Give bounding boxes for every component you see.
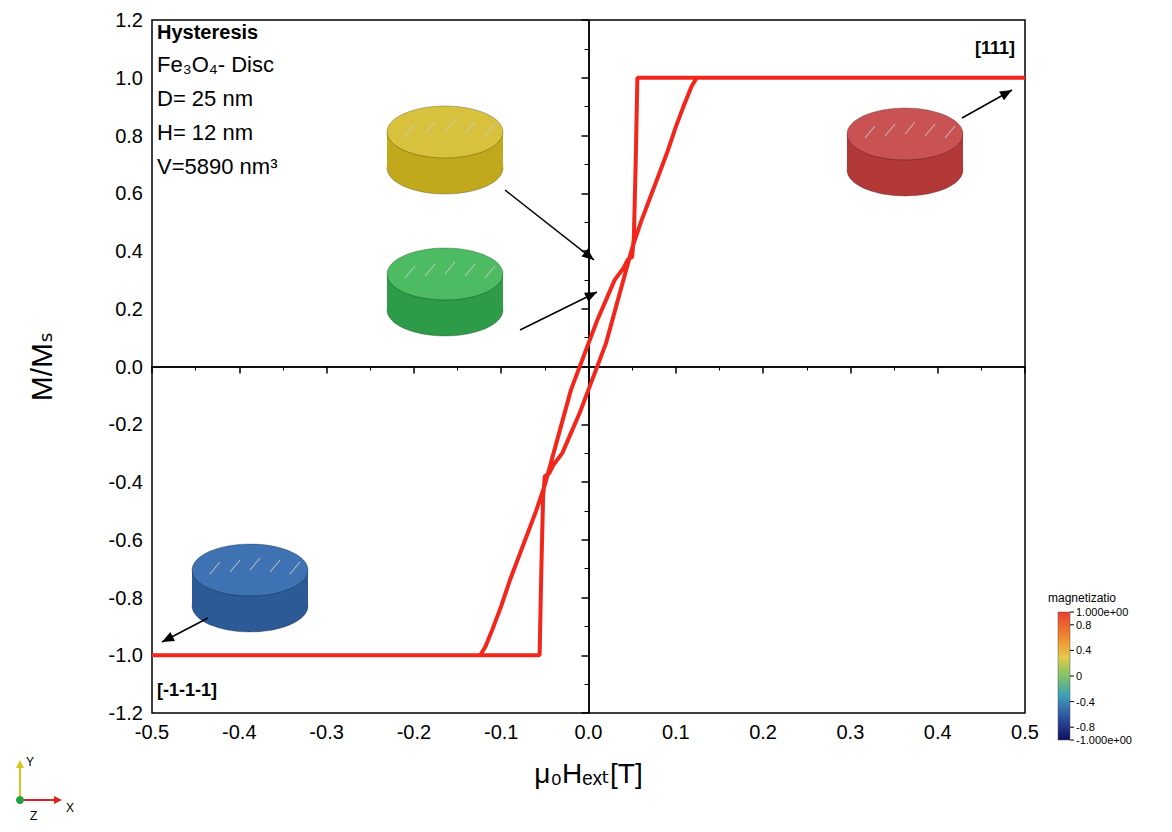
svg-text:0.2: 0.2	[115, 298, 143, 320]
svg-text:-0.1: -0.1	[484, 721, 518, 743]
svg-text:V=5890 nm³: V=5890 nm³	[157, 154, 277, 179]
svg-text:0.3: 0.3	[836, 721, 864, 743]
svg-text:0.8: 0.8	[1076, 619, 1091, 631]
svg-text:0.4: 0.4	[924, 721, 952, 743]
svg-text:-0.6: -0.6	[109, 529, 143, 551]
svg-text:0: 0	[1076, 670, 1082, 682]
svg-text:0.6: 0.6	[115, 182, 143, 204]
svg-text:-0.4: -0.4	[1076, 696, 1095, 708]
svg-text:-0.2: -0.2	[109, 413, 143, 435]
svg-text:Y: Y	[26, 755, 34, 769]
svg-text:0.4: 0.4	[1076, 644, 1091, 656]
svg-text:0.0: 0.0	[115, 356, 143, 378]
svg-text:X: X	[66, 801, 74, 815]
svg-text:1.0: 1.0	[115, 67, 143, 89]
svg-text:-0.3: -0.3	[309, 721, 343, 743]
svg-text:[-1-1-1]: [-1-1-1]	[157, 680, 217, 700]
svg-text:magnetizatio: magnetizatio	[1048, 591, 1116, 605]
svg-text:Z: Z	[30, 809, 37, 823]
svg-text:D= 25 nm: D= 25 nm	[157, 86, 253, 111]
svg-text:0.2: 0.2	[749, 721, 777, 743]
svg-text:0.0: 0.0	[575, 721, 603, 743]
svg-text:1.000e+00: 1.000e+00	[1076, 606, 1128, 618]
svg-text:Fe₃O₄- Disc: Fe₃O₄- Disc	[157, 52, 274, 77]
svg-text:-0.4: -0.4	[222, 721, 256, 743]
svg-text:Hysteresis: Hysteresis	[157, 21, 258, 43]
svg-text:0.5: 0.5	[1011, 721, 1039, 743]
svg-text:0.1: 0.1	[662, 721, 690, 743]
svg-text:-0.8: -0.8	[109, 587, 143, 609]
svg-text:H= 12 nm: H= 12 nm	[157, 120, 253, 145]
svg-text:0.8: 0.8	[115, 125, 143, 147]
svg-text:-0.4: -0.4	[109, 471, 143, 493]
svg-text:1.2: 1.2	[115, 9, 143, 31]
svg-text:-1.2: -1.2	[108, 702, 143, 724]
svg-text:[111]: [111]	[975, 38, 1015, 58]
svg-text:-1.0: -1.0	[109, 644, 143, 666]
svg-text:M/Mₛ: M/Mₛ	[25, 332, 58, 402]
svg-text:μ₀Hₑₓₜ[T]: μ₀Hₑₓₜ[T]	[534, 758, 643, 789]
svg-text:0.4: 0.4	[115, 240, 143, 262]
svg-text:-0.8: -0.8	[1076, 721, 1095, 733]
svg-text:-0.2: -0.2	[397, 721, 431, 743]
svg-text:-0.5: -0.5	[135, 721, 169, 743]
svg-text:-1.000e+00: -1.000e+00	[1076, 734, 1132, 746]
